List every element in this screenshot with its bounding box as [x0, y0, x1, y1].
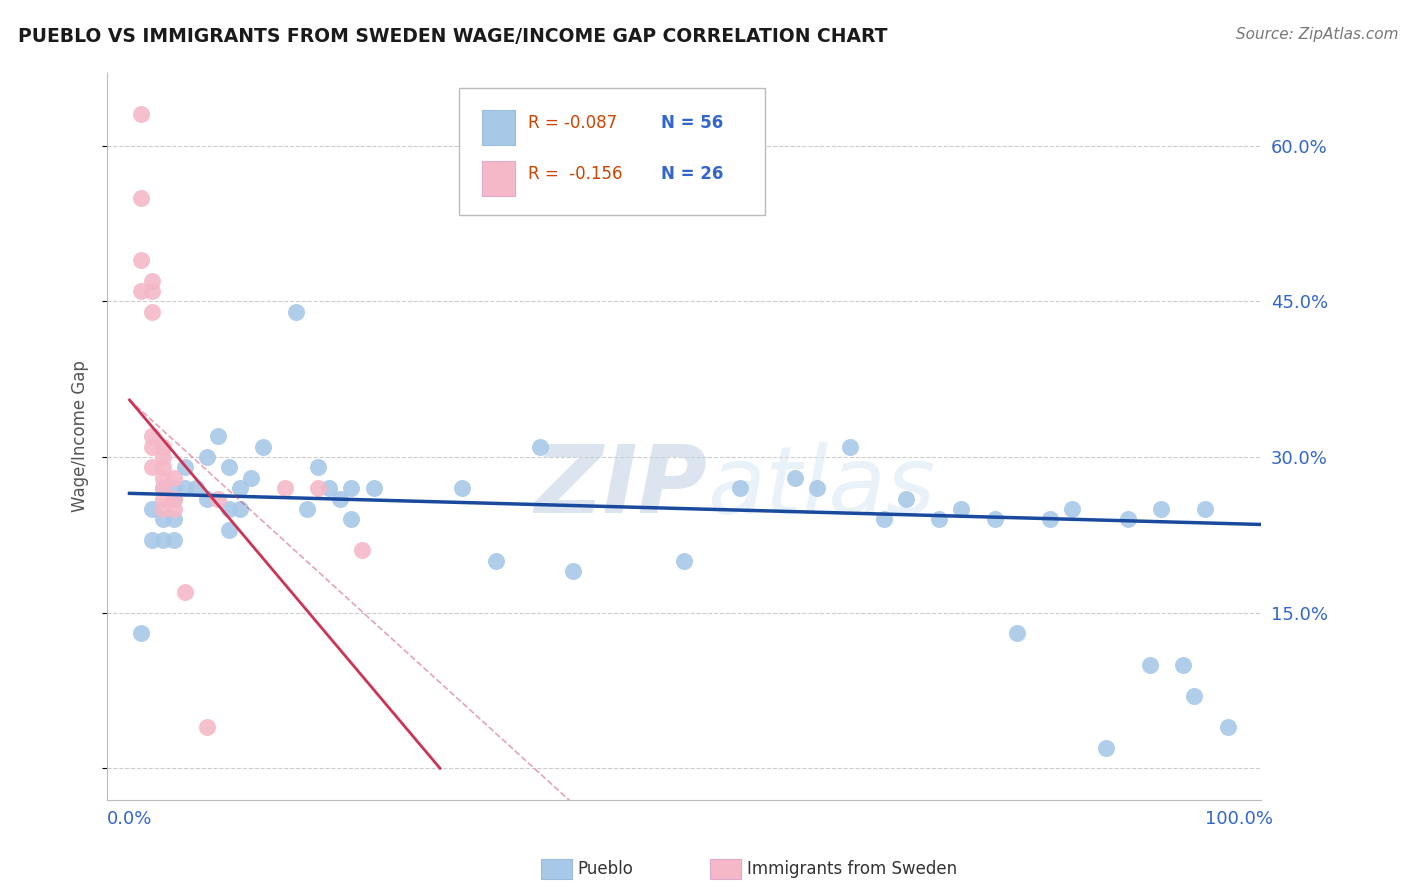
Point — [152, 450, 174, 464]
Point — [274, 481, 297, 495]
Point — [529, 440, 551, 454]
Point — [307, 460, 329, 475]
Point — [152, 440, 174, 454]
Point — [163, 471, 186, 485]
Point — [1062, 502, 1084, 516]
Point — [141, 274, 163, 288]
Text: ZIP: ZIP — [534, 442, 707, 533]
Point — [195, 491, 218, 506]
Point — [174, 460, 197, 475]
Point — [229, 502, 252, 516]
Point — [240, 471, 263, 485]
Point — [1173, 657, 1195, 672]
Point — [152, 481, 174, 495]
Point — [873, 512, 896, 526]
Point — [207, 491, 229, 506]
Point — [252, 440, 274, 454]
Text: R =  -0.156: R = -0.156 — [529, 165, 623, 183]
Point — [284, 304, 307, 318]
Point — [1005, 626, 1028, 640]
Point — [141, 460, 163, 475]
Point — [152, 460, 174, 475]
Point — [1182, 689, 1205, 703]
Point — [184, 481, 207, 495]
Point — [318, 481, 340, 495]
Point — [141, 440, 163, 454]
Point — [129, 190, 152, 204]
Point — [1094, 740, 1116, 755]
Point — [307, 481, 329, 495]
Point — [129, 284, 152, 298]
Point — [152, 471, 174, 485]
Point — [352, 543, 374, 558]
Point — [218, 502, 240, 516]
Point — [163, 533, 186, 547]
Point — [129, 252, 152, 267]
Point — [163, 491, 186, 506]
Point — [141, 429, 163, 443]
Point — [295, 502, 318, 516]
Point — [484, 554, 506, 568]
Point — [141, 284, 163, 298]
FancyBboxPatch shape — [460, 87, 765, 215]
Point — [141, 304, 163, 318]
Point — [340, 481, 363, 495]
Point — [894, 491, 917, 506]
Point — [983, 512, 1005, 526]
Point — [195, 450, 218, 464]
Text: Immigrants from Sweden: Immigrants from Sweden — [747, 860, 956, 878]
Point — [1216, 720, 1239, 734]
Point — [1039, 512, 1062, 526]
Point — [950, 502, 973, 516]
Point — [174, 481, 197, 495]
Point — [163, 481, 186, 495]
Point — [218, 523, 240, 537]
Point — [152, 481, 174, 495]
Point — [152, 533, 174, 547]
Point — [451, 481, 474, 495]
Point — [562, 564, 585, 578]
Point — [1150, 502, 1173, 516]
Point — [152, 512, 174, 526]
Point — [152, 502, 174, 516]
Text: Source: ZipAtlas.com: Source: ZipAtlas.com — [1236, 27, 1399, 42]
Point — [363, 481, 385, 495]
FancyBboxPatch shape — [482, 161, 515, 196]
Point — [129, 626, 152, 640]
Point — [163, 491, 186, 506]
Point — [728, 481, 751, 495]
Point — [1194, 502, 1216, 516]
Point — [839, 440, 862, 454]
Point — [329, 491, 352, 506]
Point — [1116, 512, 1139, 526]
Point — [783, 471, 806, 485]
Point — [195, 720, 218, 734]
Point — [218, 460, 240, 475]
Point — [229, 481, 252, 495]
Point — [174, 585, 197, 599]
Text: atlas: atlas — [707, 442, 935, 533]
Point — [673, 554, 696, 568]
Text: R = -0.087: R = -0.087 — [529, 114, 617, 132]
Point — [141, 502, 163, 516]
Point — [152, 491, 174, 506]
Point — [1139, 657, 1161, 672]
FancyBboxPatch shape — [482, 110, 515, 145]
Text: PUEBLO VS IMMIGRANTS FROM SWEDEN WAGE/INCOME GAP CORRELATION CHART: PUEBLO VS IMMIGRANTS FROM SWEDEN WAGE/IN… — [18, 27, 887, 45]
Text: Pueblo: Pueblo — [578, 860, 634, 878]
Y-axis label: Wage/Income Gap: Wage/Income Gap — [72, 360, 89, 512]
Point — [207, 429, 229, 443]
Point — [928, 512, 950, 526]
Point — [806, 481, 828, 495]
Point — [163, 512, 186, 526]
Text: N = 56: N = 56 — [661, 114, 723, 132]
Point — [141, 533, 163, 547]
Text: N = 26: N = 26 — [661, 165, 724, 183]
Point — [340, 512, 363, 526]
Point — [163, 502, 186, 516]
Point — [129, 107, 152, 121]
